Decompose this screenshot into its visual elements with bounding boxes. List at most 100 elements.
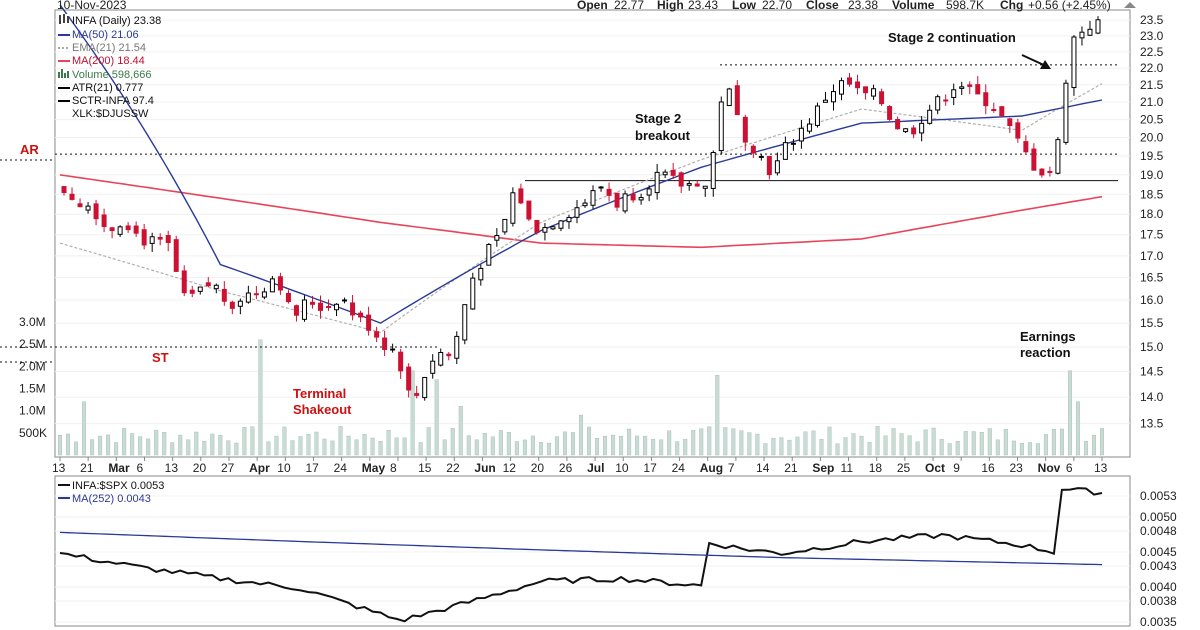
date-tick-label: 16 [981,461,995,475]
annotation-earnings-line1: Earnings [1020,329,1076,344]
horizontal-levels [0,64,1120,348]
date-tick-label: Apr [249,461,270,475]
volume-tick-label: 1.0M [19,404,46,418]
volume-bar [234,442,239,456]
volume-tick-label: 2.0M [19,359,46,373]
volume-bar [146,438,151,456]
candle-body [1031,148,1037,171]
candle-body [510,192,516,224]
price-tick-label: 23.0 [1140,29,1164,43]
volume-axis-ticks: 3.0M 2.5M 2.0M 1.5M 1.0M 500K [19,315,47,440]
volume-bar [314,431,319,456]
price-tick-label: 20.0 [1140,131,1164,145]
legend-xlk: XLK:$DJUSSW [72,108,149,120]
volume-bar [1059,428,1064,456]
candle-body [502,218,508,233]
ratio-tick-label: 0.0050 [1140,510,1177,524]
volume-bar [811,430,816,456]
volume-bar [723,427,728,456]
candle-body [221,288,227,302]
volume-bar [218,435,223,456]
candle-body [935,96,941,111]
candle-body [814,105,820,126]
legend-ema21: EMA(21) 21.54 [72,42,146,54]
candle-body [277,276,283,291]
candle-body [1047,170,1053,173]
volume-bar [595,437,600,456]
date-tick-label: Aug [700,461,723,475]
candle-body [999,106,1005,117]
candle-body [261,291,267,298]
open-label: Open [577,0,608,12]
candle-body [61,186,67,193]
volume-bar [514,441,519,456]
volume-bar [138,436,143,456]
volume-bar [1019,443,1024,456]
price-tick-label: 18.5 [1140,187,1164,201]
price-tick-label: 16.0 [1140,293,1164,307]
volume-bar [939,439,944,456]
volume-bar [579,414,584,456]
volume-bar [194,431,199,456]
candle-body [798,127,804,142]
price-tick-label: 14.0 [1140,390,1164,404]
volume-bar [1083,441,1088,456]
volume-bar [322,438,327,456]
volume-bar [450,428,455,456]
candle-body [694,183,700,187]
candle-body [213,284,219,290]
candle-body [790,142,796,145]
volume-bar [98,435,103,456]
volume-bar [410,370,415,456]
candle-body [806,123,812,132]
candle-body [959,86,965,89]
volume-bar [923,429,928,456]
ratio-axis-ticks: 0.00530.00500.00480.00450.00430.00400.00… [1140,489,1177,629]
close-label: Close [806,0,839,12]
price-tick-label: 20.5 [1140,113,1164,127]
candle-body [726,88,732,107]
candle-body [855,81,861,89]
candle-body [1079,31,1085,39]
candle-body [1015,122,1021,139]
candle-body [133,225,139,234]
date-tick-label: 10 [615,461,629,475]
volume-bar [763,443,768,456]
date-tick-label: 24 [672,461,686,475]
candle-body [69,193,75,200]
volume-bar [554,436,559,456]
date-tick-label: Jul [587,461,604,475]
candle-body [606,188,612,196]
volume-bar [635,435,640,456]
volume-bar [258,339,263,456]
volume-bar [538,442,543,456]
volume-bar [210,433,215,456]
ratio-tick-label: 0.0038 [1140,594,1177,608]
legend-sctr: SCTR-INFA 97.4 [72,95,154,107]
candle-body [398,351,404,372]
candle-body [269,278,275,293]
collapse-arrow-icon[interactable] [1124,2,1136,8]
volume-bar [739,430,744,456]
candle-body [430,360,436,374]
candle-body [542,227,548,233]
candle-body [534,220,540,233]
volume-bar [651,439,656,456]
volume-bar [458,406,463,456]
candle-body [318,302,323,311]
price-tick-label: 22.5 [1140,45,1164,59]
volume-bar [883,435,888,456]
volume-bar [466,435,471,456]
candle-body [830,91,836,103]
candle-body [903,128,909,133]
price-tick-label: 22.0 [1140,61,1164,75]
volume-bar [58,435,63,456]
volume-bar [875,426,880,456]
legend-symbol: INFA (Daily) 23.38 [72,15,161,27]
price-tick-label: 13.5 [1140,417,1164,431]
date-tick-label: 14 [756,461,770,475]
volume-bar [1043,434,1048,456]
ratio-tick-label: 0.0053 [1140,489,1177,503]
candle-body [334,303,340,311]
